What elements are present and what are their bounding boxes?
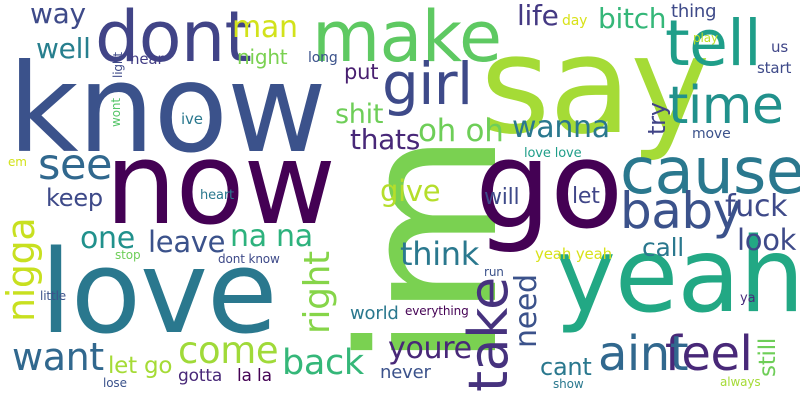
- word-call: call: [642, 233, 684, 262]
- word-world: world: [350, 303, 399, 324]
- word-light: light: [111, 52, 125, 78]
- word-put: put: [344, 60, 379, 84]
- word-girl: girl: [382, 50, 473, 118]
- word-cause: cause: [620, 135, 800, 209]
- word-lose: lose: [103, 376, 127, 390]
- word-heart: heart: [200, 188, 234, 203]
- word-baby: baby: [620, 182, 742, 240]
- word-fuck: fuck: [725, 189, 788, 224]
- word-go: go: [475, 117, 623, 256]
- word-think: think: [400, 235, 479, 273]
- word-always: always: [720, 375, 761, 389]
- word-keep: keep: [46, 184, 103, 212]
- word-wont: wont: [109, 98, 123, 127]
- word-make: make: [312, 0, 502, 78]
- word-gotta: gotta: [178, 366, 223, 386]
- word-love: love: [40, 226, 278, 360]
- word-know: know: [8, 38, 327, 180]
- word-see: see: [38, 140, 113, 190]
- word-yeah-yeah: yeah yeah: [535, 245, 613, 263]
- word-nigga: nigga: [0, 217, 43, 322]
- word-dont-know: dont know: [218, 252, 280, 266]
- word-play: play: [693, 31, 718, 45]
- word-move: move: [692, 126, 731, 142]
- word-feel: feel: [665, 326, 753, 382]
- word-need: need: [509, 274, 544, 348]
- word-us: us: [771, 38, 789, 56]
- word-will: will: [484, 185, 520, 210]
- word-life: life: [517, 0, 559, 32]
- word-ill: ill: [755, 0, 784, 2]
- word-start: start: [757, 59, 792, 77]
- word-little: little: [40, 289, 67, 303]
- word-want: want: [12, 335, 104, 379]
- word-long: long: [308, 50, 338, 66]
- word-try: try: [643, 102, 671, 135]
- word-ive: ive: [181, 110, 203, 128]
- word-thats: thats: [350, 123, 421, 156]
- word-youre: youre: [388, 331, 472, 366]
- word-cant: cant: [540, 353, 592, 381]
- word-still: still: [755, 337, 781, 377]
- word-wanna: wanna: [512, 110, 610, 145]
- word-one: one: [80, 221, 135, 256]
- word-tell: tell: [665, 7, 762, 80]
- word-oh-oh: oh oh: [418, 113, 504, 149]
- word-way: way: [30, 0, 86, 30]
- word-show: show: [553, 377, 584, 391]
- word-let-go: let go: [108, 353, 173, 379]
- word-hear: hear: [130, 50, 164, 68]
- word-stop: stop: [115, 248, 141, 262]
- word-everything: everything: [405, 304, 469, 318]
- word-give: give: [380, 174, 441, 208]
- word-man: man: [232, 10, 298, 45]
- word-right: right: [297, 251, 338, 334]
- word-look: look: [737, 223, 797, 257]
- word-thing: thing: [671, 1, 717, 22]
- word-yeah: yeah: [555, 216, 800, 336]
- word-la-la: la la: [237, 366, 272, 386]
- word-come: come: [178, 329, 279, 372]
- word-well: well: [36, 32, 91, 65]
- word-em: em: [8, 155, 27, 169]
- word-dont: dont: [95, 0, 252, 78]
- word-never: never: [380, 362, 431, 383]
- word-night: night: [237, 45, 288, 69]
- word-time: time: [668, 76, 784, 136]
- word-shit: shit: [335, 99, 384, 130]
- word-love-love: love love: [524, 146, 582, 161]
- word-let: let: [572, 184, 600, 209]
- word-now: now: [105, 118, 336, 250]
- word-leave: leave: [148, 225, 226, 259]
- word-na-na: na na: [230, 219, 313, 254]
- word-say: say: [480, 7, 710, 164]
- word-day: day: [562, 13, 588, 29]
- word-aint: aint: [598, 326, 689, 382]
- word-run: run: [484, 265, 504, 279]
- word-bitch: bitch: [598, 2, 667, 35]
- word-ya: ya: [740, 291, 756, 306]
- word-back: back: [282, 343, 364, 383]
